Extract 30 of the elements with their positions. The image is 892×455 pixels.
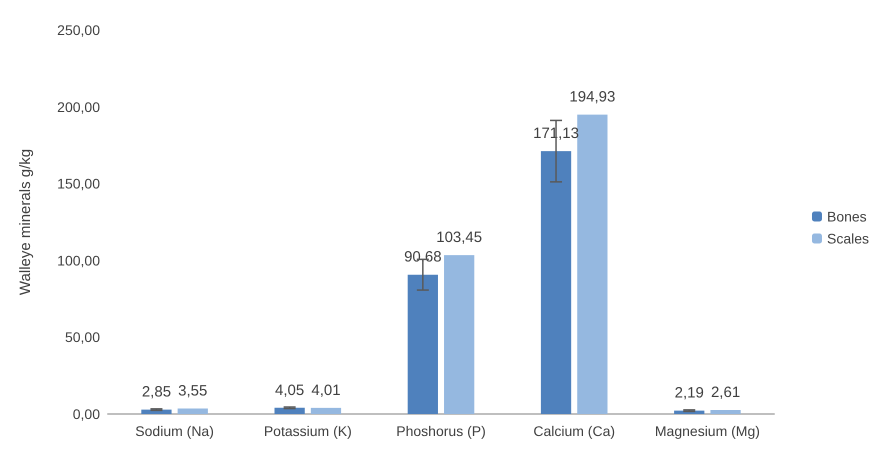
bar (444, 255, 474, 414)
bar (310, 408, 342, 414)
x-tick-label: Calcium (Ca) (533, 423, 616, 439)
y-tick-label: 50,00 (64, 329, 100, 346)
data-label: 194,93 (569, 88, 616, 106)
legend-label: Scales (826, 230, 870, 246)
legend-label: Bones (826, 208, 867, 224)
x-tick-label: Magnesium (Mg) (654, 423, 760, 439)
y-tick-label: 200,00 (57, 98, 100, 115)
bar (540, 151, 572, 414)
bar (408, 274, 438, 414)
y-tick-label: 100,00 (57, 252, 100, 268)
y-tick-label: 150,00 (57, 176, 100, 192)
data-label: 90,68 (404, 248, 442, 266)
data-label: 3,55 (178, 382, 208, 400)
bar (178, 408, 208, 414)
data-label: 4,05 (275, 382, 304, 399)
data-label: 2,85 (142, 384, 172, 401)
x-tick-label: Sodium (Na) (135, 423, 214, 439)
y-tick-label: 0,00 (72, 406, 100, 422)
x-tick-label: Potassium (K) (264, 423, 352, 439)
y-axis-title: Walleye minerals g/kg (17, 148, 34, 296)
bar (710, 410, 741, 414)
y-tick-label: 250,00 (57, 22, 100, 38)
data-label: 4,01 (311, 382, 341, 399)
x-tick-label: Phoshorus (P) (396, 423, 486, 439)
data-label: 2,19 (674, 384, 704, 402)
data-label: 2,61 (710, 384, 740, 401)
data-label: 103,45 (436, 229, 482, 246)
bar (577, 114, 608, 414)
